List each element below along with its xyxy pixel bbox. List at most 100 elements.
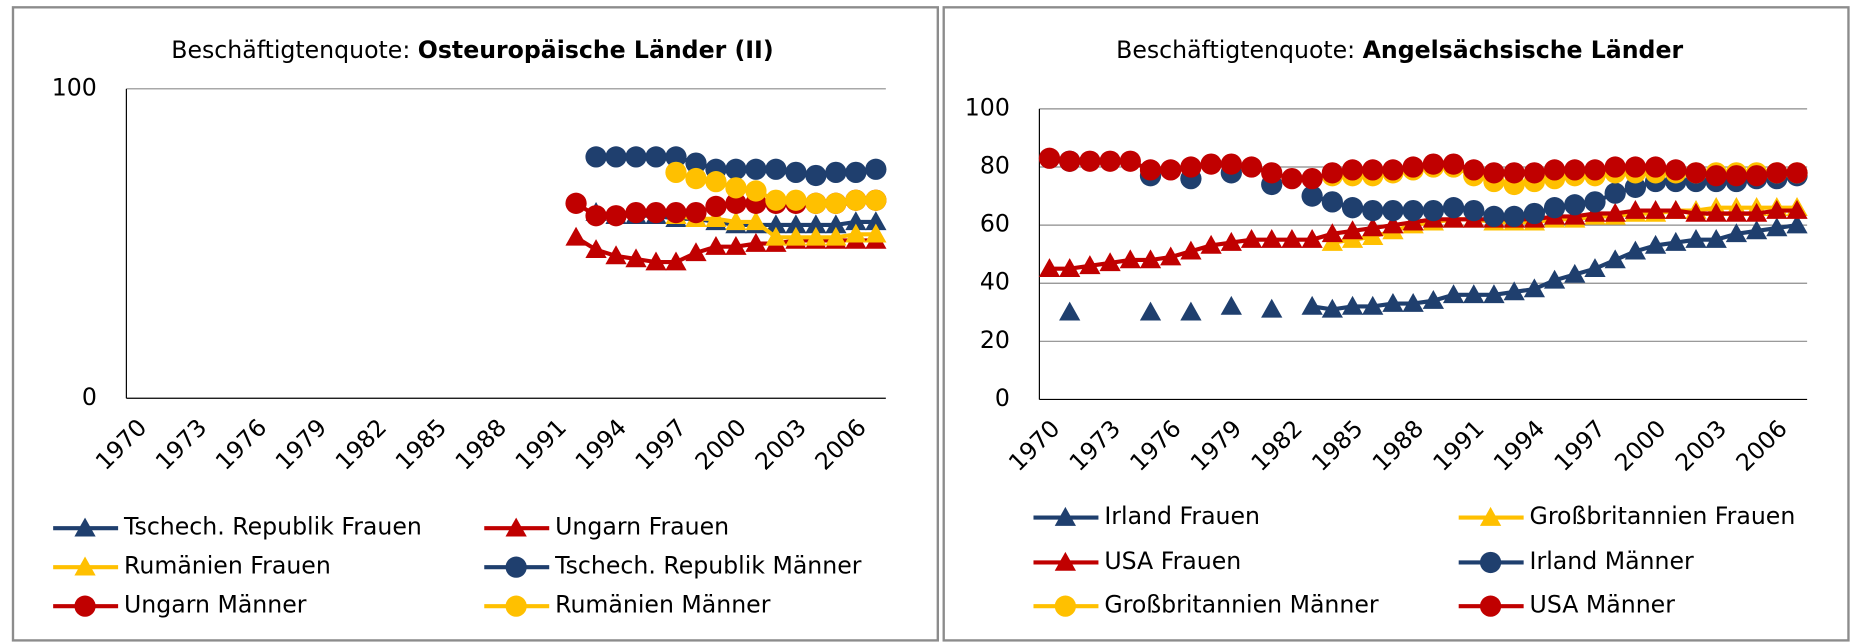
- marker: [1180, 301, 1202, 321]
- marker: [1725, 165, 1748, 187]
- marker: [585, 205, 607, 227]
- marker: [1200, 234, 1222, 254]
- marker: [1220, 153, 1242, 175]
- marker: [1038, 258, 1061, 277]
- marker: [725, 158, 747, 180]
- marker: [785, 161, 807, 184]
- marker: [1220, 295, 1242, 315]
- marker: [1665, 199, 1687, 219]
- marker: [1382, 199, 1404, 222]
- marker: [1261, 298, 1283, 318]
- marker: [785, 189, 807, 211]
- marker: [765, 189, 787, 211]
- marker: [665, 201, 687, 224]
- marker: [605, 205, 627, 227]
- marker: [1180, 240, 1202, 260]
- marker: [505, 595, 527, 617]
- marker: [1665, 159, 1687, 181]
- marker: [1054, 595, 1077, 617]
- marker: [1321, 162, 1343, 184]
- marker: [1442, 153, 1465, 175]
- title-main: Angelsächsische Länder: [1363, 36, 1684, 64]
- marker: [1786, 214, 1808, 234]
- marker: [1321, 223, 1343, 243]
- marker: [685, 201, 707, 224]
- marker: [825, 214, 847, 234]
- marker: [785, 226, 807, 246]
- marker: [1479, 551, 1502, 574]
- marker: [1624, 240, 1647, 260]
- marker: [1240, 156, 1263, 178]
- marker: [1725, 223, 1748, 243]
- marker: [1362, 295, 1384, 315]
- marker: [1584, 191, 1606, 213]
- marker: [1321, 191, 1343, 213]
- marker: [1665, 231, 1687, 251]
- marker: [1503, 281, 1525, 301]
- panel: [942, 6, 1850, 642]
- marker: [1786, 162, 1808, 184]
- marker: [1745, 202, 1768, 222]
- marker: [1442, 197, 1465, 219]
- marker: [1564, 159, 1586, 181]
- marker: [1483, 162, 1505, 184]
- marker: [865, 211, 887, 231]
- marker: [1644, 156, 1667, 178]
- y-tick-label: 80: [980, 152, 1010, 180]
- marker: [1523, 278, 1546, 298]
- marker: [1442, 284, 1465, 304]
- marker: [1059, 150, 1081, 172]
- marker: [625, 146, 647, 168]
- marker: [565, 192, 587, 214]
- marker: [865, 223, 887, 243]
- title-main: Osteuropäische Länder (II): [418, 36, 774, 64]
- marker: [705, 171, 727, 193]
- marker: [1503, 162, 1525, 184]
- marker: [1685, 202, 1707, 222]
- marker: [1119, 150, 1141, 172]
- marker: [665, 146, 687, 168]
- marker: [1341, 159, 1364, 181]
- marker: [1341, 197, 1364, 219]
- marker: [1301, 168, 1323, 190]
- marker: [825, 226, 847, 246]
- y-tick-label: 60: [980, 210, 1010, 238]
- marker: [1422, 290, 1444, 309]
- marker: [665, 251, 687, 271]
- marker: [825, 161, 847, 184]
- marker: [805, 192, 827, 214]
- marker: [1281, 168, 1303, 190]
- marker: [1624, 199, 1647, 219]
- legend-label: Großbritannien Frauen: [1530, 502, 1796, 530]
- marker: [1402, 156, 1424, 178]
- marker: [585, 146, 607, 168]
- marker: [665, 161, 687, 184]
- marker: [805, 164, 827, 187]
- marker: [1099, 252, 1121, 272]
- marker: [1422, 153, 1444, 175]
- marker: [745, 158, 767, 180]
- marker: [1402, 199, 1424, 222]
- legend-label: Tschech. Republik Frauen: [123, 513, 422, 541]
- marker: [1745, 220, 1768, 240]
- marker: [845, 189, 867, 211]
- marker: [725, 211, 747, 231]
- marker: [1099, 150, 1121, 172]
- marker: [1564, 194, 1586, 216]
- marker: [1220, 231, 1242, 251]
- legend-label: Rumänien Frauen: [124, 552, 331, 580]
- marker: [1139, 249, 1162, 269]
- marker: [645, 201, 667, 224]
- marker: [1624, 156, 1647, 178]
- y-tick-label: 100: [965, 93, 1010, 121]
- marker: [1180, 156, 1202, 178]
- marker: [1745, 165, 1768, 187]
- marker: [805, 214, 827, 234]
- marker: [1422, 199, 1444, 222]
- marker: [1261, 162, 1283, 184]
- legend-label: Irland Männer: [1530, 547, 1694, 575]
- marker: [765, 158, 787, 180]
- marker: [1604, 249, 1626, 269]
- legend-label: Ungarn Männer: [124, 591, 307, 619]
